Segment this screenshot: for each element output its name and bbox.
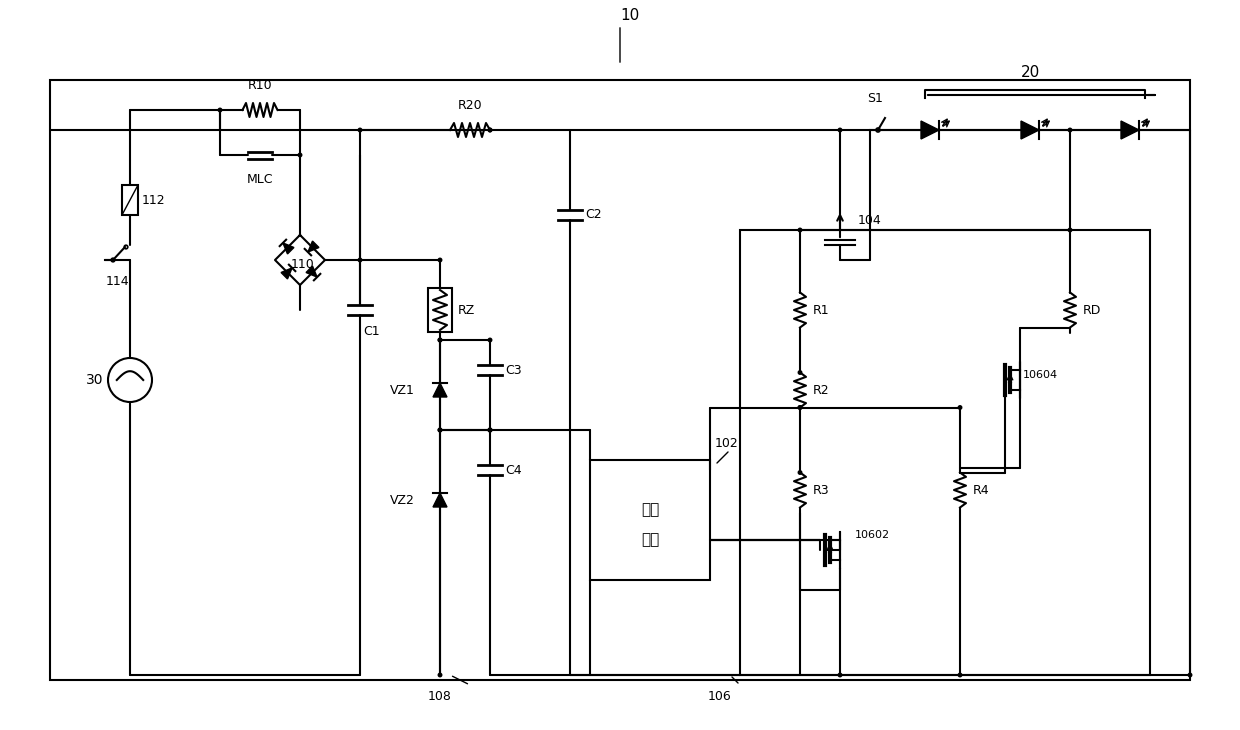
Text: 112: 112	[143, 193, 166, 207]
FancyBboxPatch shape	[590, 460, 711, 580]
Circle shape	[799, 471, 802, 474]
Text: RD: RD	[1083, 304, 1101, 317]
Circle shape	[799, 406, 802, 410]
Text: R2: R2	[813, 383, 830, 396]
Circle shape	[489, 128, 492, 131]
Text: 20: 20	[1021, 65, 1039, 80]
Text: 114: 114	[105, 275, 129, 288]
Polygon shape	[921, 121, 939, 139]
Polygon shape	[281, 268, 293, 279]
Text: S1: S1	[867, 92, 883, 105]
Text: 10: 10	[620, 7, 640, 23]
Circle shape	[438, 429, 441, 431]
Text: RZ: RZ	[458, 304, 475, 317]
Text: VZ1: VZ1	[391, 383, 415, 396]
FancyBboxPatch shape	[122, 185, 138, 215]
Text: 10602: 10602	[856, 530, 890, 540]
Text: C4: C4	[505, 464, 522, 477]
Text: 104: 104	[858, 213, 882, 226]
Text: R3: R3	[813, 483, 830, 496]
Circle shape	[1068, 128, 1071, 131]
Circle shape	[218, 108, 222, 112]
Circle shape	[838, 128, 842, 131]
Circle shape	[1188, 673, 1192, 677]
Text: R1: R1	[813, 304, 830, 317]
Circle shape	[959, 673, 962, 677]
Circle shape	[489, 429, 492, 431]
FancyBboxPatch shape	[428, 288, 453, 332]
Text: 控制: 控制	[641, 502, 660, 518]
Circle shape	[799, 228, 802, 231]
Circle shape	[799, 371, 802, 374]
Circle shape	[799, 406, 802, 410]
Text: C2: C2	[585, 209, 601, 221]
Circle shape	[489, 429, 492, 431]
Circle shape	[959, 406, 962, 410]
Text: R4: R4	[973, 483, 990, 496]
Text: 单元: 单元	[641, 532, 660, 548]
Circle shape	[438, 338, 441, 342]
Text: 10604: 10604	[1023, 370, 1058, 380]
Circle shape	[1068, 228, 1071, 231]
Text: 110: 110	[291, 258, 315, 272]
Circle shape	[438, 673, 441, 677]
Circle shape	[489, 338, 492, 342]
Text: MLC: MLC	[247, 173, 273, 186]
Polygon shape	[1121, 121, 1140, 139]
Text: R10: R10	[248, 79, 273, 92]
Circle shape	[438, 258, 441, 262]
Circle shape	[358, 128, 362, 131]
Polygon shape	[308, 241, 319, 252]
Circle shape	[438, 429, 441, 431]
Text: 108: 108	[428, 690, 451, 703]
Text: 30: 30	[87, 373, 104, 387]
Circle shape	[489, 128, 492, 131]
Circle shape	[299, 153, 301, 157]
Text: 106: 106	[708, 690, 732, 703]
Circle shape	[489, 429, 492, 431]
Circle shape	[838, 673, 842, 677]
Circle shape	[438, 338, 441, 342]
Circle shape	[358, 258, 362, 262]
Text: VZ2: VZ2	[391, 493, 415, 507]
Text: C1: C1	[363, 325, 379, 338]
Text: R20: R20	[458, 99, 482, 112]
Text: C3: C3	[505, 364, 522, 377]
Text: 102: 102	[715, 437, 739, 450]
Polygon shape	[433, 383, 446, 397]
Polygon shape	[283, 243, 294, 254]
Polygon shape	[306, 266, 317, 277]
Polygon shape	[1021, 121, 1039, 139]
Polygon shape	[433, 493, 446, 507]
